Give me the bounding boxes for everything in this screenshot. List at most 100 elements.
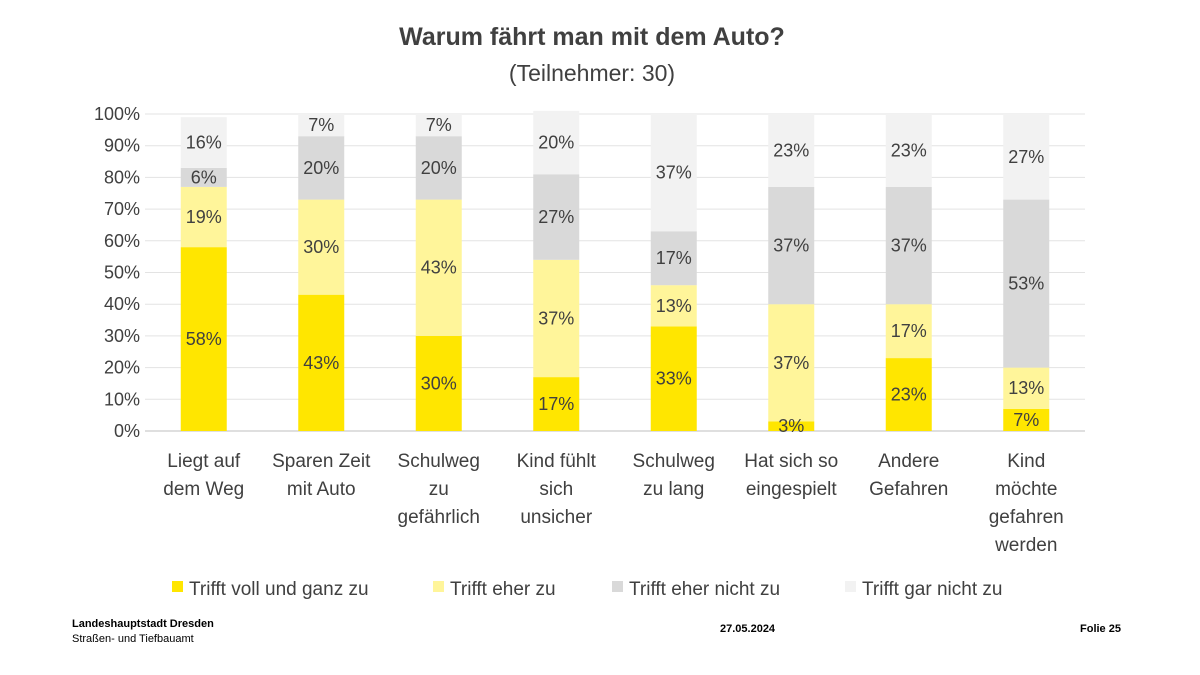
data-label: 37% <box>656 163 692 183</box>
data-label: 30% <box>421 373 457 393</box>
x-tick-label: Andere Gefahren <box>869 451 948 500</box>
x-tick-label: Hat sich so eingespielt <box>744 451 838 500</box>
data-label: 16% <box>186 133 222 153</box>
data-label: 23% <box>891 140 927 160</box>
legend-label: Trifft eher nicht zu <box>629 579 780 600</box>
bar-segment <box>1003 367 1050 409</box>
data-label: 7% <box>308 115 334 135</box>
bar-segment <box>650 114 697 232</box>
x-tick-line: zu <box>429 479 449 500</box>
x-tick-line: unsicher <box>520 507 592 528</box>
bar-segment <box>533 110 580 175</box>
bar-segment <box>650 231 697 286</box>
data-label: 17% <box>656 248 692 268</box>
data-label: 23% <box>891 385 927 405</box>
y-tick-label: 80% <box>104 167 140 187</box>
y-tick-label: 10% <box>104 389 140 409</box>
data-label: 27% <box>538 207 574 227</box>
bar-segment <box>415 114 462 137</box>
legend-label: Trifft gar nicht zu <box>862 579 1002 600</box>
bar-segment <box>180 167 227 187</box>
data-label: 23% <box>773 140 809 160</box>
x-tick-line: eingespielt <box>746 479 838 500</box>
bar-segment <box>768 421 815 431</box>
x-tick-line: sich <box>539 479 573 500</box>
bar-segment <box>885 186 932 305</box>
x-axis-labels: Liegt auf dem Weg Sparen Zeit mit Auto Schul… <box>163 451 1063 556</box>
chart-title: Warum fährt man mit dem Auto? <box>399 23 785 51</box>
bars <box>180 110 1050 431</box>
y-tick-label: 90% <box>104 136 140 156</box>
data-label: 17% <box>891 321 927 341</box>
bar-segment <box>1003 199 1050 368</box>
data-label: 58% <box>186 329 222 349</box>
legend-label: Trifft voll und ganz zu <box>189 579 369 600</box>
y-tick-label: 20% <box>104 358 140 378</box>
data-label: 43% <box>421 258 457 278</box>
x-tick-line: möchte <box>995 479 1057 500</box>
data-label: 13% <box>656 296 692 316</box>
data-label: 19% <box>186 207 222 227</box>
bar-segment <box>415 136 462 200</box>
data-label: 7% <box>426 115 452 135</box>
legend-label: Trifft eher zu <box>450 579 556 600</box>
bar-segment <box>768 304 815 422</box>
x-tick-line: Schulweg <box>398 451 480 472</box>
data-label: 27% <box>1008 147 1044 167</box>
y-tick-label: 70% <box>104 199 140 219</box>
x-tick-line: Sparen Zeit <box>272 451 371 472</box>
data-labels: 58% 19% 6% 16% 43% 30% 20% 7% 30% 43% 20% 7% 17% 37% 2… <box>186 115 1045 436</box>
data-label: 33% <box>656 369 692 389</box>
data-label: 37% <box>773 353 809 373</box>
legend-swatch <box>845 581 856 592</box>
bar-segment <box>180 247 227 431</box>
footer-organization: Landeshauptstadt Dresden Straßen- und Ti… <box>72 617 214 647</box>
data-label: 7% <box>1013 410 1039 430</box>
legend: Trifft voll und ganz zu Trifft eher zu Tri… <box>172 579 1002 600</box>
legend-swatch <box>433 581 444 592</box>
bar-segment <box>533 377 580 431</box>
x-tick-line: Hat sich so <box>744 451 838 472</box>
y-tick-label: 50% <box>104 263 140 283</box>
data-label: 6% <box>191 167 217 187</box>
data-label: 20% <box>421 158 457 178</box>
x-tick-line: mit Auto <box>287 479 356 500</box>
y-tick-label: 40% <box>104 294 140 314</box>
bar-segment <box>1003 114 1050 200</box>
x-tick-line: werden <box>994 535 1057 556</box>
bar-segment <box>415 199 462 336</box>
bar-segment <box>650 326 697 431</box>
y-tick-label: 60% <box>104 231 140 251</box>
data-label: 37% <box>773 236 809 256</box>
data-label: 17% <box>538 394 574 414</box>
x-tick-label: Schulweg zu lang <box>633 451 715 500</box>
gridlines <box>145 113 1085 432</box>
data-label: 13% <box>1008 378 1044 398</box>
x-tick-line: Schulweg <box>633 451 715 472</box>
footer-slide-number: Folie 25 <box>1080 623 1121 635</box>
bar-segment <box>650 285 697 327</box>
x-tick-label: Sparen Zeit mit Auto <box>272 451 371 500</box>
bar-segment <box>885 114 932 187</box>
data-label: 30% <box>303 237 339 257</box>
bar-segment <box>298 114 345 137</box>
bar-segment <box>1003 408 1050 431</box>
data-label: 37% <box>891 236 927 256</box>
bar-segment <box>415 335 462 431</box>
y-axis-ticks: 0% 10% 20% 30% 40% 50% 60% 70% 80% 90% 100% <box>94 104 140 441</box>
x-tick-line: Liegt auf <box>167 451 241 472</box>
bar-segment <box>533 259 580 378</box>
y-tick-label: 0% <box>114 421 140 441</box>
footer-department: Straßen- und Tiefbauamt <box>72 633 194 645</box>
x-tick-line: gefahren <box>989 507 1064 528</box>
data-label: 20% <box>303 158 339 178</box>
bar-segment <box>298 199 345 295</box>
data-label: 53% <box>1008 274 1044 294</box>
bar-segment <box>885 304 932 359</box>
x-tick-line: gefährlich <box>398 507 480 528</box>
footer-org-name: Landeshauptstadt Dresden <box>72 618 214 630</box>
bar-segment <box>885 358 932 431</box>
bar-segment <box>533 174 580 260</box>
legend-swatch <box>612 581 623 592</box>
